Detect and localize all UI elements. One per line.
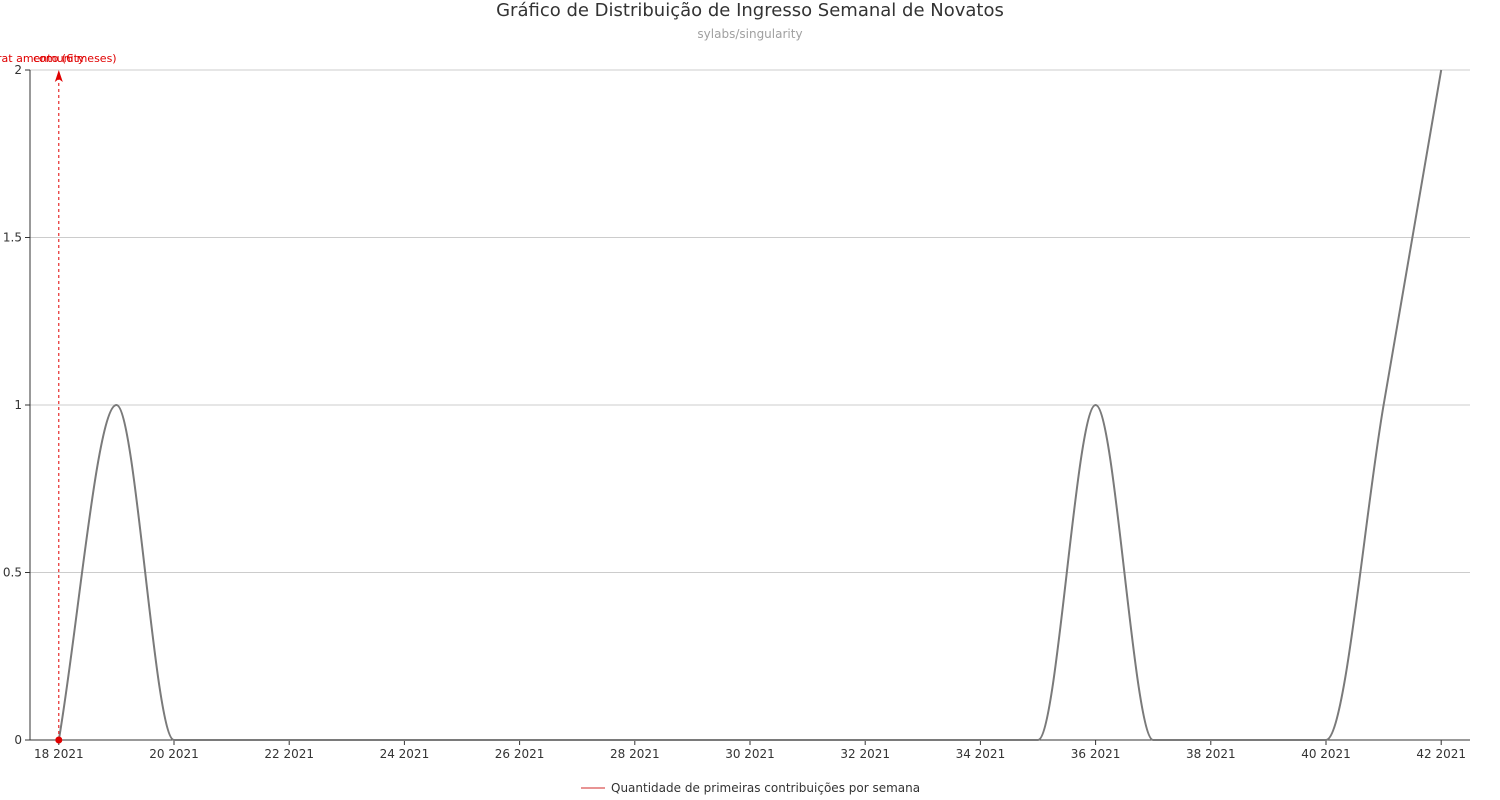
x-tick-label: 18 2021 <box>34 747 84 761</box>
axes: 0 0.5 1 1.5 2 18 2021 20 2021 22 2021 24 2021 26 … <box>3 63 1470 761</box>
x-tick-label: 28 2021 <box>610 747 660 761</box>
y-tick-label: 0.5 <box>3 566 22 580</box>
legend[interactable]: Quantidade de primeiras contribuições po… <box>581 781 920 795</box>
y-tick-label: 2 <box>14 63 22 77</box>
x-tick-label: 30 2021 <box>725 747 775 761</box>
x-tick-label: 40 2021 <box>1301 747 1351 761</box>
chart-title: Gráfico de Distribuição de Ingresso Sema… <box>496 0 1004 21</box>
annotation-layer: rat amento (6 meses)comunity <box>0 52 117 744</box>
annotation-point <box>55 736 63 744</box>
x-tick-label: 22 2021 <box>264 747 314 761</box>
x-tick-label: 32 2021 <box>840 747 890 761</box>
annotation-arrow <box>54 70 63 82</box>
x-tick-label: 24 2021 <box>380 747 430 761</box>
legend-label: Quantidade de primeiras contribuições po… <box>611 781 920 795</box>
series-layer <box>57 69 1443 742</box>
y-tick-label: 1.5 <box>3 231 22 245</box>
annotation-label: comunity <box>33 52 85 65</box>
x-tick-label: 20 2021 <box>149 747 199 761</box>
x-tick-label: 34 2021 <box>956 747 1006 761</box>
x-tick-label: 42 2021 <box>1416 747 1466 761</box>
grid-lines <box>30 69 1470 573</box>
series-line <box>57 69 1443 742</box>
y-tick-label: 0 <box>14 733 22 747</box>
x-tick-label: 38 2021 <box>1186 747 1236 761</box>
annotation-label: rat amento (6 meses) <box>0 52 117 65</box>
x-tick-label: 26 2021 <box>495 747 545 761</box>
x-tick-label: 36 2021 <box>1071 747 1121 761</box>
y-tick-label: 1 <box>14 398 22 412</box>
chart-subtitle: sylabs/singularity <box>697 27 802 41</box>
